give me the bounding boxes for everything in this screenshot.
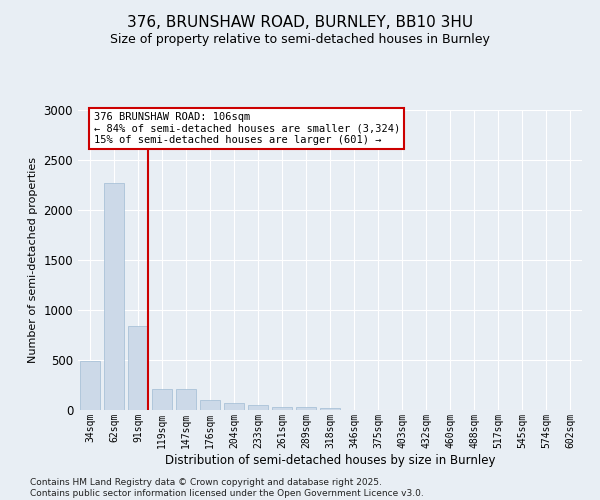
Bar xyxy=(104,183,124,410)
Bar xyxy=(248,404,268,410)
Bar xyxy=(296,407,316,410)
Text: Contains HM Land Registry data © Crown copyright and database right 2025.
Contai: Contains HM Land Registry data © Crown c… xyxy=(30,478,424,498)
Text: Size of property relative to semi-detached houses in Burnley: Size of property relative to semi-detach… xyxy=(110,32,490,46)
Bar xyxy=(80,361,100,410)
Bar xyxy=(200,400,220,410)
Y-axis label: Number of semi-detached properties: Number of semi-detached properties xyxy=(28,157,38,363)
Bar xyxy=(224,403,244,410)
X-axis label: Distribution of semi-detached houses by size in Burnley: Distribution of semi-detached houses by … xyxy=(165,454,495,466)
Text: 376 BRUNSHAW ROAD: 106sqm
← 84% of semi-detached houses are smaller (3,324)
15% : 376 BRUNSHAW ROAD: 106sqm ← 84% of semi-… xyxy=(94,112,400,145)
Bar xyxy=(320,408,340,410)
Text: 376, BRUNSHAW ROAD, BURNLEY, BB10 3HU: 376, BRUNSHAW ROAD, BURNLEY, BB10 3HU xyxy=(127,15,473,30)
Bar xyxy=(176,388,196,410)
Bar xyxy=(128,326,148,410)
Bar xyxy=(272,406,292,410)
Bar xyxy=(152,388,172,410)
